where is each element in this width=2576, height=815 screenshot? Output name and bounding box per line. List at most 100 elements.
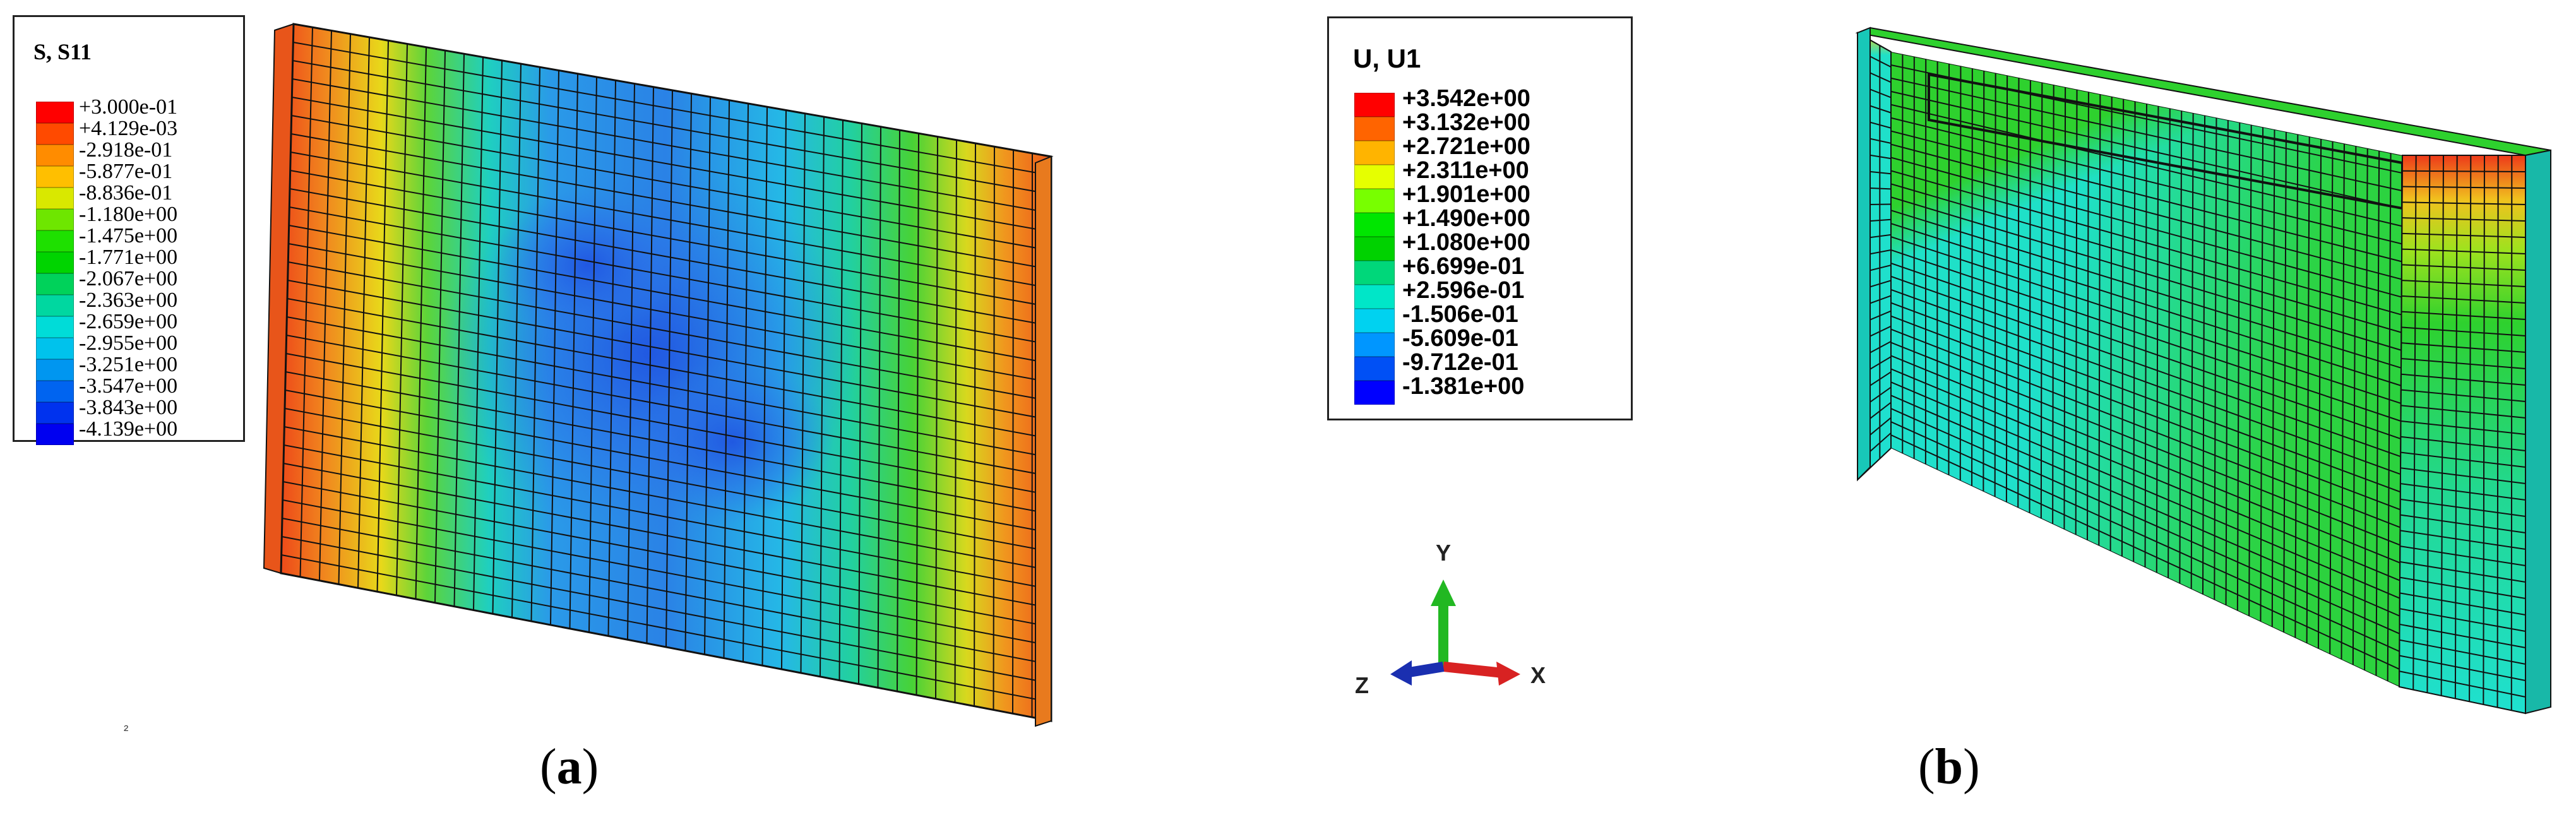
legend-entry: -2.955e+00 <box>36 331 177 359</box>
legend-swatch <box>1354 357 1395 381</box>
legend-entry: -1.506e-01 <box>1354 301 1518 333</box>
legend-entry: -1.475e+00 <box>36 224 177 252</box>
legend-swatch <box>36 316 74 338</box>
legend-value: -2.955e+00 <box>79 331 178 355</box>
legend-swatch <box>1354 309 1395 333</box>
legend-entry: -2.067e+00 <box>36 267 177 295</box>
legend-swatch <box>36 273 74 295</box>
legend-value: +6.699e-01 <box>1402 253 1525 280</box>
legend-value: -9.712e-01 <box>1402 349 1518 376</box>
legend-swatch <box>36 209 74 230</box>
legend-swatch <box>1354 381 1395 405</box>
legend-value: -2.659e+00 <box>79 309 178 333</box>
legend-value: -5.609e-01 <box>1402 325 1518 352</box>
legend-entry: +1.490e+00 <box>1354 205 1530 237</box>
legend-swatch <box>36 338 74 359</box>
wall-a-right-face <box>1035 155 1052 727</box>
legend-value: -3.547e+00 <box>79 374 178 398</box>
panel-b: U, U1 +3.542e+00 +3.132e+00 +2.721e+00 +2.3… <box>1288 0 2576 815</box>
legend-swatch <box>36 123 74 145</box>
panel-a: S, S11 +3.000e-01 +4.129e-03 -2.918e-01 -5.… <box>13 15 1054 795</box>
legend-entry: +3.000e-01 <box>36 95 177 123</box>
legend-entry: +1.901e+00 <box>1354 181 1530 213</box>
legend-swatch <box>36 381 74 402</box>
legend-entry: -8.836e-01 <box>36 181 172 209</box>
legend-value: -1.475e+00 <box>79 223 178 247</box>
wall-a-mesh <box>281 24 1051 721</box>
legend-swatch <box>1354 165 1395 189</box>
y-axis-label: Y <box>1436 540 1451 566</box>
legend-b: U, U1 +3.542e+00 +3.132e+00 +2.721e+00 +2.3… <box>1327 16 1633 420</box>
legend-entry: +2.721e+00 <box>1354 133 1530 165</box>
legend-value: -3.843e+00 <box>79 395 178 419</box>
legend-value: +1.080e+00 <box>1402 229 1530 256</box>
legend-swatch <box>36 252 74 273</box>
legend-swatch <box>36 359 74 381</box>
legend-swatch <box>1354 285 1395 309</box>
legend-swatch <box>36 166 74 187</box>
legend-swatch <box>1354 117 1395 141</box>
legend-value: -2.067e+00 <box>79 266 178 290</box>
legend-swatch <box>36 230 74 252</box>
legend-value: -4.139e+00 <box>79 417 178 441</box>
legend-swatch <box>36 187 74 209</box>
legend-value: +4.129e-03 <box>79 116 178 140</box>
z-axis-label: Z <box>1355 672 1369 698</box>
legend-value: -2.918e-01 <box>79 138 173 162</box>
wall-b-top-beam <box>1928 73 2402 210</box>
legend-value: +2.311e+00 <box>1402 157 1529 184</box>
x-axis-label: X <box>1530 662 1546 688</box>
caption-a: (a) <box>540 739 599 795</box>
legend-entry: -4.139e+00 <box>36 417 177 445</box>
legend-swatch <box>1354 141 1395 165</box>
legend-value: +3.000e-01 <box>79 95 178 119</box>
caption-b: (b) <box>1918 739 1980 795</box>
legend-entry: -1.381e+00 <box>1354 373 1524 405</box>
legend-swatch <box>1354 93 1395 117</box>
wall-b-right-column <box>2398 155 2526 715</box>
stress-contour-wall: ² <box>124 23 1054 738</box>
legend-swatch <box>36 145 74 166</box>
legend-entry: -2.918e-01 <box>36 138 172 166</box>
legend-value: -1.506e-01 <box>1402 301 1518 328</box>
legend-entry: -2.659e+00 <box>36 310 177 338</box>
legend-entry: +4.129e-03 <box>36 117 177 145</box>
legend-entry: -3.251e+00 <box>36 353 177 381</box>
legend-entry: +1.080e+00 <box>1354 229 1530 261</box>
legend-entry: -3.843e+00 <box>36 396 177 424</box>
wall-b-mesh <box>1891 52 2402 687</box>
legend-value: -1.771e+00 <box>79 245 178 269</box>
legend-swatch <box>1354 237 1395 261</box>
legend-value: -1.381e+00 <box>1402 373 1525 400</box>
legend-entry: +6.699e-01 <box>1354 253 1524 285</box>
legend-entry: +2.311e+00 <box>1354 157 1529 189</box>
legend-swatch <box>1354 213 1395 237</box>
legend-entry: +2.596e-01 <box>1354 277 1524 309</box>
legend-swatch <box>36 424 74 445</box>
legend-entry: -5.877e-01 <box>36 160 172 187</box>
legend-entry: -9.712e-01 <box>1354 349 1518 381</box>
legend-b-title: U, U1 <box>1353 44 1421 73</box>
legend-a: S, S11 +3.000e-01 +4.129e-03 -2.918e-01 -5.… <box>13 15 245 445</box>
legend-value: -3.251e+00 <box>79 352 178 376</box>
legend-entry: -5.609e-01 <box>1354 325 1518 357</box>
legend-entry: +3.542e+00 <box>1354 85 1530 117</box>
legend-entry: -1.771e+00 <box>36 246 177 273</box>
legend-swatch <box>1354 261 1395 285</box>
legend-value: -2.363e+00 <box>79 288 178 312</box>
legend-value: +1.901e+00 <box>1402 181 1530 208</box>
axis-triad: Y X Z <box>1355 540 1546 698</box>
svg-text:²: ² <box>124 722 128 738</box>
legend-value: +2.721e+00 <box>1402 133 1530 160</box>
displacement-contour-wall: Y X Z <box>1355 27 2551 715</box>
legend-swatch <box>1354 333 1395 357</box>
legend-swatch <box>36 402 74 424</box>
legend-entry: -3.547e+00 <box>36 374 177 402</box>
legend-value: -5.877e-01 <box>79 159 173 183</box>
legend-swatch <box>36 102 74 123</box>
legend-entry: -1.180e+00 <box>36 203 177 230</box>
legend-a-title: S, S11 <box>33 39 92 64</box>
legend-swatch <box>36 295 74 316</box>
x-axis-arrow <box>1443 662 1503 678</box>
legend-entry: -2.363e+00 <box>36 289 177 316</box>
